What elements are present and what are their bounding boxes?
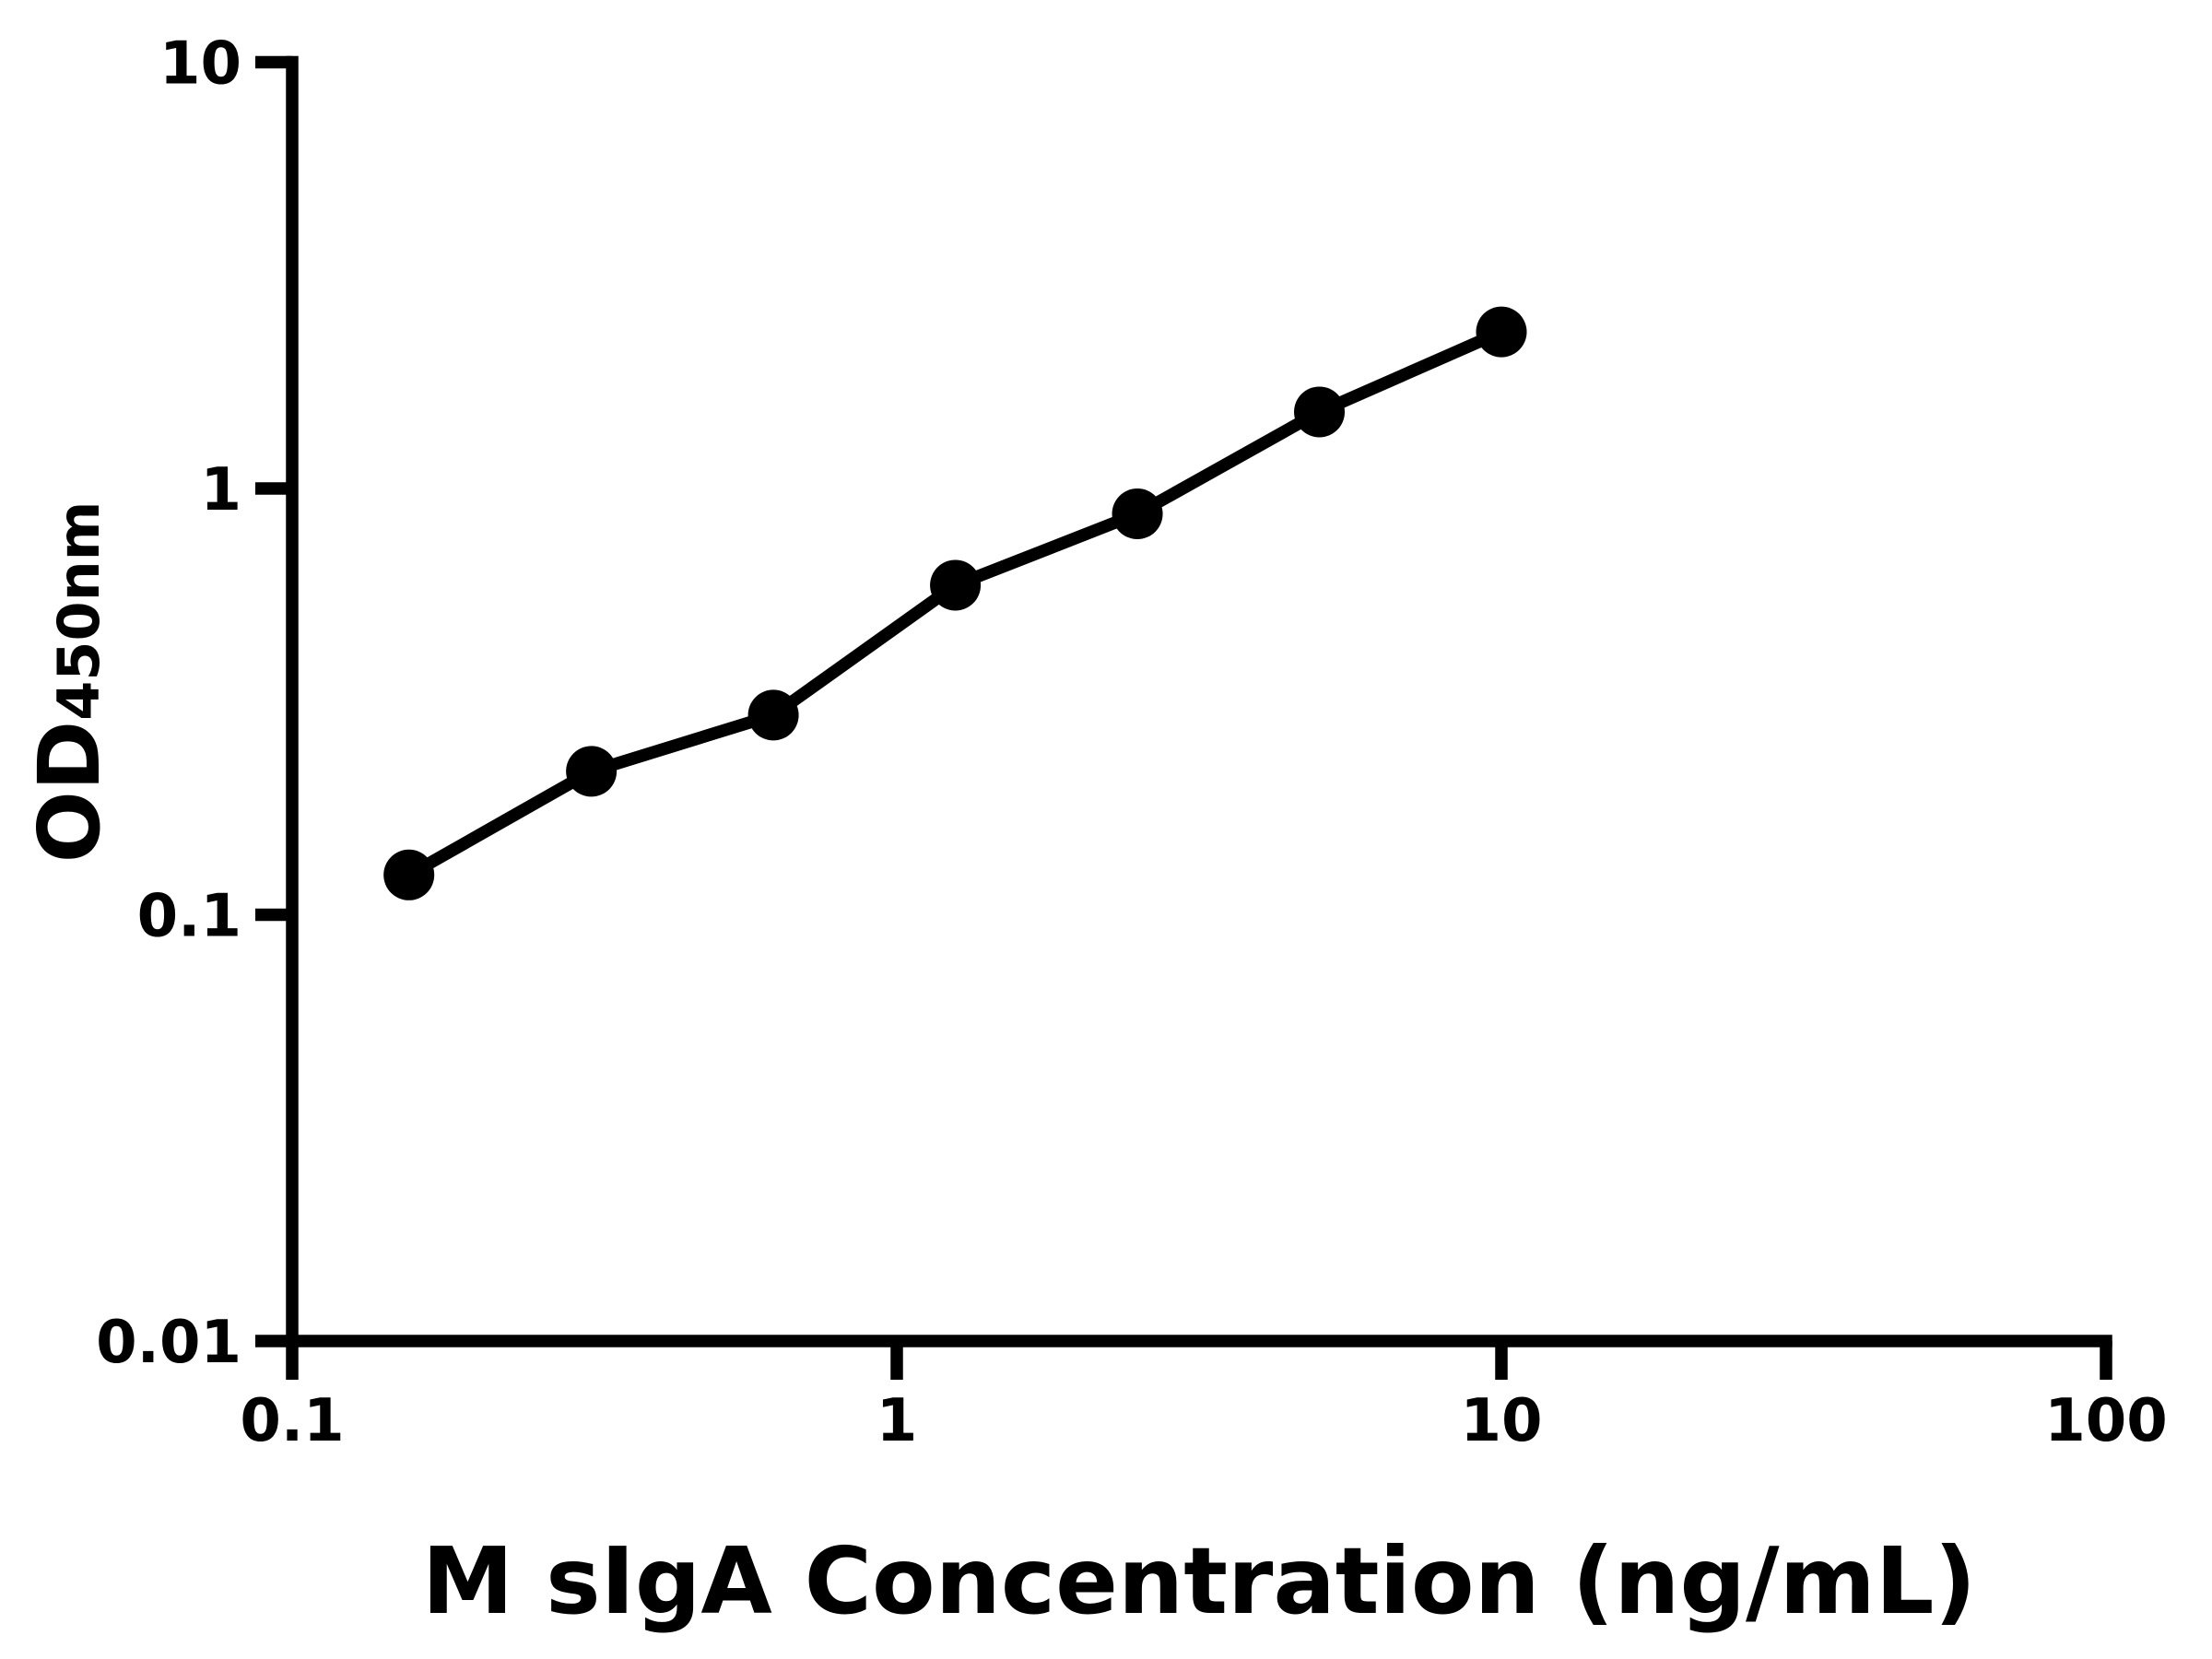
data-points (383, 306, 1527, 900)
data-point (383, 849, 435, 900)
y-tick-label: 1 (200, 456, 241, 524)
data-point (747, 689, 799, 741)
data-point (1112, 488, 1163, 540)
x-axis-title: M sIgA Concentration (ng/mL) (422, 1527, 1976, 1635)
y-tick-label: 0.1 (137, 883, 241, 951)
y-tick-label: 10 (159, 30, 241, 99)
x-tick-label: 100 (2044, 1387, 2168, 1455)
y-axis-title-main: OD (20, 721, 119, 864)
y-axis-title: OD450nm (20, 501, 119, 864)
data-point (1476, 306, 1527, 358)
x-tick-label: 0.1 (240, 1387, 344, 1455)
data-point (566, 746, 618, 797)
axes (255, 55, 2112, 1380)
tick-labels: 10 1 0.1 0.01 0.1 1 10 100 (96, 30, 2168, 1456)
x-tick-label: 1 (877, 1387, 918, 1455)
data-point (930, 559, 982, 611)
y-axis-title-subscript: 450nm (45, 501, 112, 721)
x-tick-label: 10 (1460, 1387, 1542, 1455)
y-tick-label: 0.01 (96, 1309, 241, 1377)
data-point (1294, 386, 1346, 438)
